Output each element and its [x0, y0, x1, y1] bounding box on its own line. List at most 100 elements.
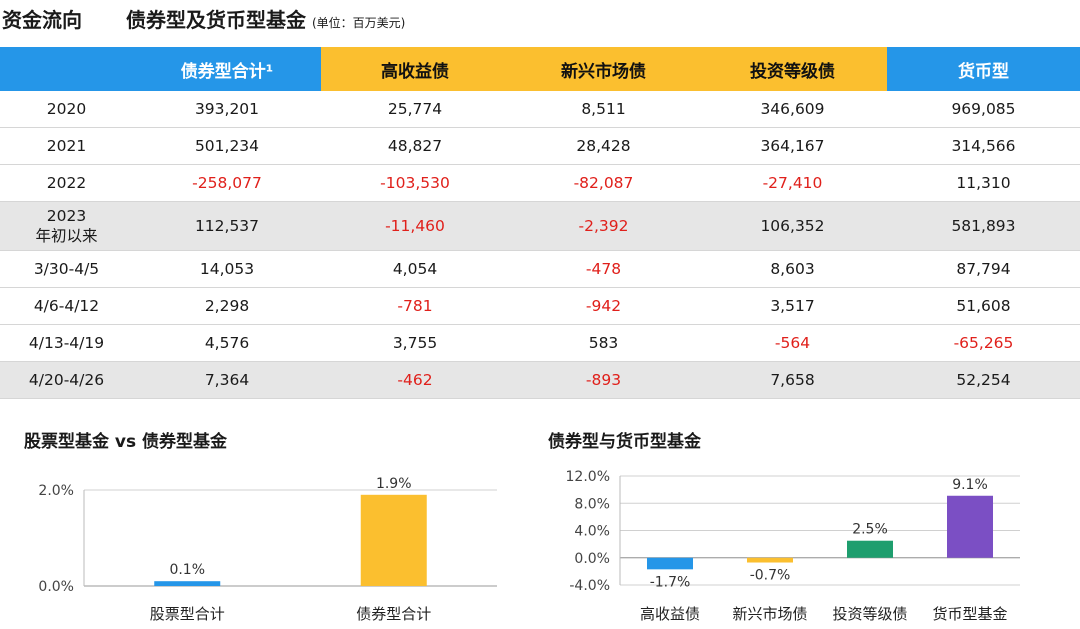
page-header: 资金流向 债券型及货币型基金 (单位：百万美元) [0, 4, 405, 34]
chart1-title: 股票型基金 vs 债券型基金 [24, 432, 228, 452]
unit-note: (单位：百万美元) [312, 16, 406, 30]
value-cell: -2,392 [509, 201, 698, 251]
y-tick-label: 12.0% [566, 469, 610, 485]
value-cell: 393,201 [133, 91, 321, 128]
period-label: 4/6-4/12 [33, 297, 100, 315]
value-cell: -11,460 [321, 201, 509, 251]
table-row: 4/20-4/26 7,364 -462 -893 7,658 52,254 [0, 361, 1080, 399]
period-label: 4/13-4/19 [28, 334, 105, 352]
value-cell: 4,054 [321, 250, 509, 288]
value-cell: 51,608 [887, 287, 1080, 325]
value-cell: 314,566 [887, 127, 1080, 165]
value-cell: 2,298 [133, 287, 321, 325]
category-label: 新兴市场债 [732, 605, 807, 623]
value-cell: 7,658 [698, 361, 887, 399]
period-cell: 2020 [0, 91, 133, 128]
value-cell: 581,893 [887, 201, 1080, 251]
category-label: 投资等级债 [832, 605, 907, 623]
table-header-row: 债券型合计¹ 高收益债 新兴市场债 投资等级债 货币型 [0, 47, 1080, 91]
value-cell: -65,265 [887, 324, 1080, 362]
bar [647, 557, 693, 570]
value-cell: 7,364 [133, 361, 321, 399]
y-tick-label: 0.0% [574, 551, 610, 567]
value-cell: -893 [509, 361, 698, 399]
period-cell: 4/20-4/26 [0, 361, 133, 399]
data-label: 2.5% [852, 522, 888, 538]
value-cell: 112,537 [133, 201, 321, 251]
table-row: 3/30-4/5 14,053 4,054 -478 8,603 87,794 [0, 250, 1080, 288]
value-cell: -103,530 [321, 164, 509, 202]
bar [947, 495, 993, 558]
y-tick-label: 0.0% [38, 579, 74, 595]
header-blank-cell [0, 47, 133, 91]
data-label: 9.1% [952, 477, 988, 493]
chart2-title: 债券型与货币型基金 [548, 432, 701, 452]
y-tick-label: -4.0% [569, 578, 610, 594]
table-row: 4/6-4/12 2,298 -781 -942 3,517 51,608 [0, 287, 1080, 325]
value-cell: 3,755 [321, 324, 509, 362]
page-title: 资金流向 [2, 8, 82, 32]
period-label: 4/20-4/26 [28, 371, 105, 389]
bar [747, 557, 793, 563]
column-header: 债券型合计¹ [133, 47, 321, 91]
page-subtitle: 债券型及货币型基金 [126, 8, 306, 32]
column-header: 货币型 [887, 47, 1080, 91]
value-cell: 48,827 [321, 127, 509, 165]
value-cell: 28,428 [509, 127, 698, 165]
value-cell: -27,410 [698, 164, 887, 202]
value-cell: 87,794 [887, 250, 1080, 288]
period-label: 2020 [46, 100, 87, 118]
value-cell: 364,167 [698, 127, 887, 165]
value-cell: 969,085 [887, 91, 1080, 128]
category-label: 高收益债 [640, 605, 700, 623]
table-row: 4/13-4/19 4,576 3,755 583 -564 -65,265 [0, 324, 1080, 362]
value-cell: -462 [321, 361, 509, 399]
y-tick-label: 4.0% [574, 524, 610, 540]
period-cell: 2021 [0, 127, 133, 165]
data-label: 0.1% [169, 562, 205, 578]
table-row: 2022 -258,077 -103,530 -82,087 -27,410 11,310 [0, 164, 1080, 202]
period-cell: 2022 [0, 164, 133, 202]
value-cell: 346,609 [698, 91, 887, 128]
bond-vs-money-chart: -4.0% 0.0% 4.0% 8.0% 12.0% -1.7% 高收益债 -0.7% 新兴市场… [566, 469, 1020, 623]
equity-vs-bond-chart: 0.0% 2.0% 0.1% 股票型合计 1.9% 债券型合计 [38, 476, 497, 623]
value-cell: -942 [509, 287, 698, 325]
table-body: 2020 393,201 25,774 8,511 346,609 969,085 2021… [0, 91, 1080, 399]
value-cell: 8,511 [509, 91, 698, 128]
category-label: 股票型合计 [150, 605, 225, 623]
period-label: 年初以来 [35, 227, 98, 245]
column-header: 高收益债 [321, 47, 509, 91]
value-cell: 14,053 [133, 250, 321, 288]
period-cell: 4/6-4/12 [0, 287, 133, 325]
value-cell: 501,234 [133, 127, 321, 165]
data-label: 1.9% [376, 476, 412, 492]
period-cell: 2023 年初以来 [0, 201, 133, 251]
value-cell: -781 [321, 287, 509, 325]
category-label: 债券型合计 [356, 605, 431, 623]
bar [360, 494, 427, 586]
y-tick-label: 2.0% [38, 483, 74, 499]
bar [847, 540, 893, 558]
value-cell: 11,310 [887, 164, 1080, 202]
fund-flows-table: 债券型合计¹ 高收益债 新兴市场债 投资等级债 货币型 2020 393,201 25,77… [0, 47, 1080, 399]
period-label: 2022 [46, 174, 87, 192]
table-row: 2020 393,201 25,774 8,511 346,609 969,085 [0, 91, 1080, 128]
value-cell: 8,603 [698, 250, 887, 288]
value-cell: 583 [509, 324, 698, 362]
value-cell: -82,087 [509, 164, 698, 202]
value-cell: -258,077 [133, 164, 321, 202]
value-cell: 106,352 [698, 201, 887, 251]
period-cell: 3/30-4/5 [0, 250, 133, 288]
period-label: 2023 [46, 207, 87, 225]
value-cell: -564 [698, 324, 887, 362]
table-row: 2021 501,234 48,827 28,428 364,167 314,566 [0, 127, 1080, 165]
table-row: 2023 年初以来 112,537 -11,460 -2,392 106,352 581,8… [0, 201, 1080, 251]
data-label: -0.7% [750, 568, 791, 584]
column-header: 新兴市场债 [509, 47, 698, 91]
data-label: -1.7% [650, 574, 691, 590]
y-tick-label: 8.0% [574, 496, 610, 512]
value-cell: 52,254 [887, 361, 1080, 399]
value-cell: -478 [509, 250, 698, 288]
value-cell: 3,517 [698, 287, 887, 325]
period-cell: 4/13-4/19 [0, 324, 133, 362]
